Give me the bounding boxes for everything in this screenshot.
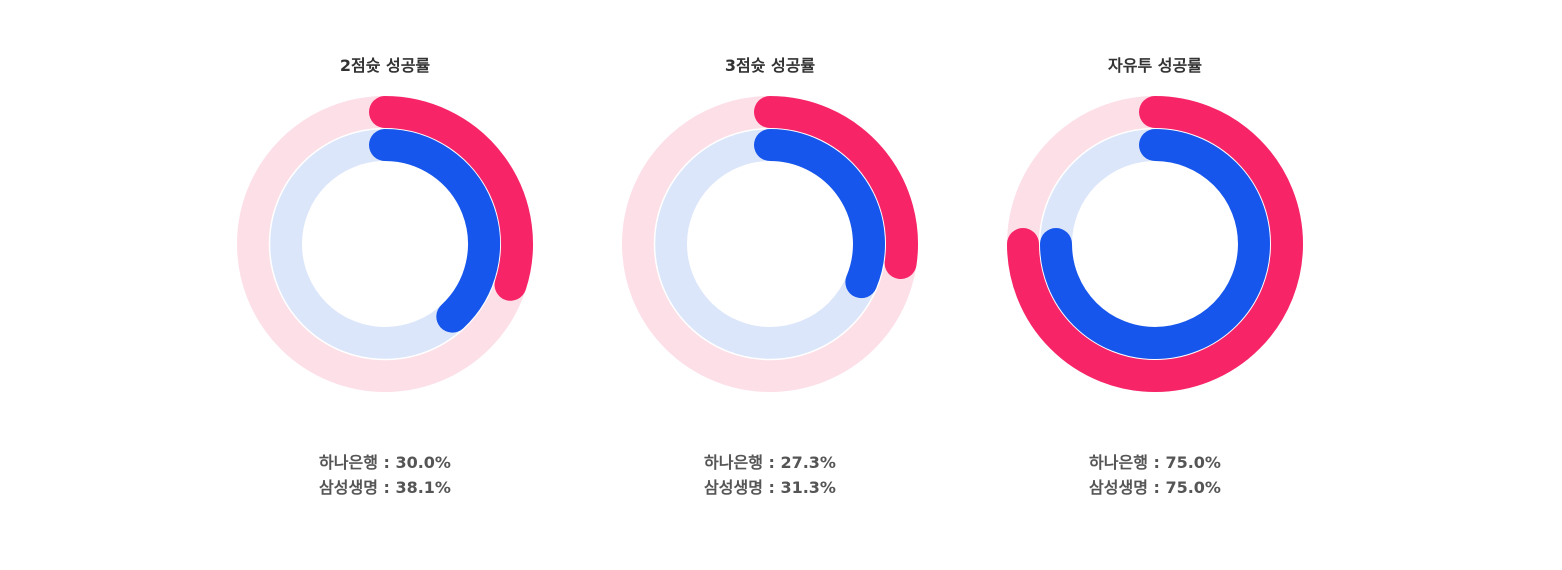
- legend-hana-value: 하나은행 : 27.3%: [704, 453, 836, 472]
- chart-title: 자유투 성공률: [1108, 56, 1202, 75]
- radial-chart: [237, 96, 533, 392]
- chart-panel-3pt: 3점슛 성공률 하나은행 : 27.3% 삼성생명 : 31.3%: [610, 0, 930, 570]
- chart-panel-2pt: 2점슛 성공률 하나은행 : 30.0% 삼성생명 : 38.1%: [225, 0, 545, 570]
- legend-hana-value: 하나은행 : 75.0%: [1089, 453, 1221, 472]
- legend: 하나은행 : 27.3% 삼성생명 : 31.3%: [610, 450, 930, 500]
- hana-progress-arc: [1007, 96, 1303, 392]
- legend-samsung-value: 삼성생명 : 38.1%: [319, 478, 451, 497]
- legend: 하나은행 : 75.0% 삼성생명 : 75.0%: [995, 450, 1315, 500]
- chart-title: 3점슛 성공률: [724, 56, 816, 75]
- hana-progress-arc: [369, 96, 533, 301]
- ring-separator: [268, 127, 502, 361]
- samsung-progress-arc: [369, 129, 500, 333]
- chart-panel-freethrow: 자유투 성공률 하나은행 : 75.0% 삼성생명 : 75.0%: [995, 0, 1315, 570]
- legend-hana-value: 하나은행 : 30.0%: [319, 453, 451, 472]
- radial-chart: [622, 96, 918, 392]
- ring-separator: [653, 127, 887, 361]
- radial-chart: [1007, 96, 1303, 392]
- samsung-progress-arc: [1040, 129, 1270, 359]
- legend-samsung-value: 삼성생명 : 31.3%: [704, 478, 836, 497]
- chart-title: 2점슛 성공률: [339, 56, 431, 75]
- ring-separator: [1038, 127, 1272, 361]
- hana-progress-arc: [754, 96, 918, 280]
- legend: 하나은행 : 30.0% 삼성생명 : 38.1%: [225, 450, 545, 500]
- legend-samsung-value: 삼성생명 : 75.0%: [1089, 478, 1221, 497]
- samsung-progress-arc: [754, 129, 885, 299]
